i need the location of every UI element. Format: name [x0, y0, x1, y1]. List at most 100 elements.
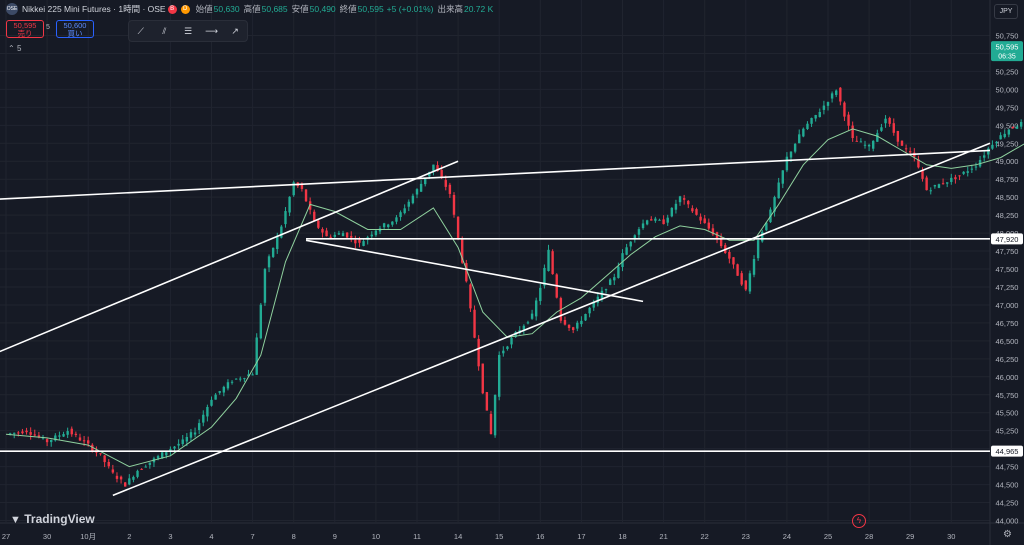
candle-body	[765, 222, 768, 231]
candle-body	[896, 130, 900, 142]
x-tick-label: 10	[372, 532, 380, 541]
y-tick-label: 46,000	[996, 373, 1019, 382]
x-tick-label: 18	[618, 532, 626, 541]
x-tick-label: 22	[701, 532, 709, 541]
trend-line-icon[interactable]: ⟋	[137, 25, 144, 36]
candle-body	[711, 228, 715, 235]
candle-body	[247, 374, 250, 377]
candle-body	[407, 201, 410, 207]
candle-body	[66, 431, 69, 435]
ray-icon[interactable]: ↗	[231, 25, 239, 36]
interval-indicator[interactable]: ⌃ 5	[8, 44, 21, 53]
candle-body	[498, 354, 501, 397]
event-bolt-icon[interactable]: ϟ	[852, 514, 866, 528]
candle-body	[728, 252, 731, 259]
candle-body	[617, 266, 620, 278]
candle-body	[456, 216, 460, 238]
low-label: 安値	[291, 4, 309, 14]
candle-body	[502, 350, 505, 354]
badge-b[interactable]: B	[167, 4, 177, 14]
y-tick-label: 46,500	[996, 337, 1019, 346]
candle-body	[695, 209, 698, 215]
candle-body	[239, 378, 242, 380]
y-tick-label: 50,750	[996, 32, 1019, 41]
candle-body	[543, 267, 546, 286]
candle-body	[259, 304, 263, 339]
candle-body	[214, 394, 217, 400]
horizontal-ray-icon[interactable]: ⟶	[205, 25, 219, 36]
candle-body	[280, 226, 283, 238]
candle-body	[473, 309, 476, 338]
y-tick-label: 50,000	[996, 85, 1019, 94]
y-tick-label: 47,750	[996, 247, 1019, 256]
candle-body	[641, 223, 645, 229]
candle-body	[637, 229, 641, 235]
candle-body	[958, 175, 961, 177]
candle-body	[970, 168, 974, 170]
sell-button[interactable]: 50,595 売り	[6, 20, 44, 38]
candle-body	[74, 433, 78, 435]
candle-body	[756, 240, 760, 259]
candle-body	[276, 235, 279, 250]
candle-body	[17, 432, 20, 434]
open-value: 50,630	[213, 4, 240, 14]
candle-body	[674, 203, 678, 210]
candle-body	[506, 346, 509, 349]
candle-body	[863, 144, 867, 146]
candle-body	[8, 433, 12, 435]
candle-body	[941, 183, 945, 185]
candle-body	[682, 198, 686, 200]
candle-body	[773, 197, 776, 212]
x-tick-label: 7	[251, 532, 255, 541]
candle-body	[115, 475, 119, 479]
y-tick-label: 46,750	[996, 319, 1019, 328]
candle-body	[707, 222, 711, 229]
candle-body	[469, 284, 472, 309]
candle-body	[625, 247, 628, 255]
candle-body	[777, 182, 780, 199]
candle-body	[119, 476, 123, 480]
candle-body	[510, 337, 513, 345]
candle-body	[551, 251, 554, 275]
collapse-chevron-icon[interactable]: ⌃	[8, 44, 15, 53]
candle-body	[962, 171, 965, 174]
drawing-toolbar: ⟋ ⫽ ☰ ⟶ ↗	[128, 20, 248, 42]
sell-label: 売り	[17, 29, 33, 38]
candle-body	[329, 236, 332, 238]
settings-gear-icon[interactable]: ⚙	[1003, 529, 1012, 540]
candle-body	[50, 439, 53, 443]
candle-body	[45, 439, 49, 443]
candle-body	[806, 123, 809, 130]
candle-body	[909, 151, 912, 153]
candle-body	[798, 134, 801, 144]
candle-body	[736, 264, 739, 276]
symbol-title[interactable]: Nikkei 225 Mini Futures · 1時間 · OSE	[22, 4, 166, 14]
candle-body	[802, 128, 805, 137]
candle-body	[140, 468, 143, 470]
badge-d[interactable]: D	[180, 4, 190, 14]
buy-button[interactable]: 50,600 買い	[56, 20, 94, 38]
x-tick-label: 11	[413, 532, 421, 541]
x-tick-label: 25	[824, 532, 832, 541]
change-value: +5 (+0.01%)	[386, 4, 434, 14]
candle-body	[165, 452, 168, 456]
candle-body	[271, 247, 275, 257]
tradingview-logo[interactable]: ▼ TradingView	[10, 512, 95, 526]
candle-body	[563, 320, 567, 325]
candle-body	[33, 434, 36, 436]
candle-body	[177, 443, 180, 446]
candle-body	[128, 478, 131, 485]
candle-body	[604, 289, 608, 291]
channel-icon[interactable]: ⫽	[162, 25, 167, 36]
price-marker-box	[991, 445, 1023, 457]
candle-body	[621, 253, 624, 268]
x-tick-label: 3	[168, 532, 172, 541]
currency-selector[interactable]: JPY	[994, 4, 1018, 19]
candle-body	[292, 182, 295, 196]
y-tick-label: 46,250	[996, 355, 1019, 364]
candle-body	[645, 220, 649, 225]
candle-body	[284, 211, 287, 225]
fib-icon[interactable]: ☰	[183, 25, 193, 36]
candle-body	[304, 189, 308, 202]
